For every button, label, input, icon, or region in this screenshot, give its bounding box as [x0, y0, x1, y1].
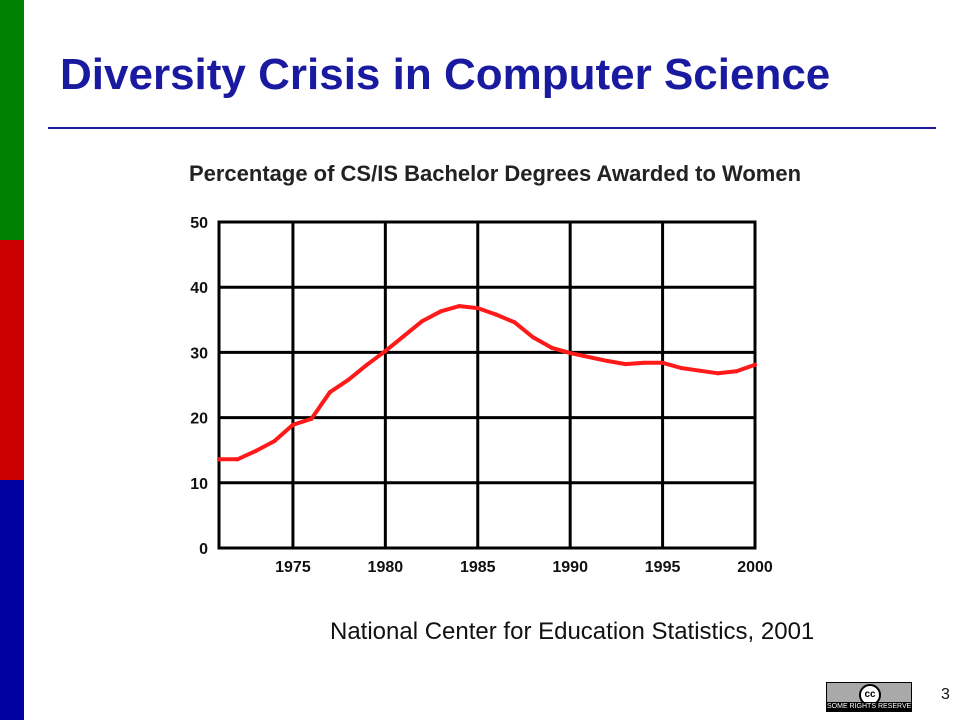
data-point-1999	[734, 369, 739, 374]
data-point-1994	[642, 360, 647, 365]
data-point-1988	[531, 335, 536, 340]
x-tick-label-2000: 2000	[737, 559, 773, 576]
sidebar-stripe-red	[0, 240, 24, 480]
x-tick-label-1990: 1990	[552, 559, 588, 576]
page-number: 3	[941, 686, 950, 703]
title-divider	[48, 127, 936, 129]
x-tick-label-1980: 1980	[368, 559, 404, 576]
cc-license-badge[interactable]: cc SOME RIGHTS RESERVED	[826, 682, 912, 712]
data-point-1995	[660, 360, 665, 365]
chart-title: Percentage of CS/IS Bachelor Degrees Awa…	[188, 161, 802, 186]
data-point-2000	[753, 362, 757, 367]
data-point-1998	[716, 371, 721, 376]
data-point-1975	[290, 422, 295, 427]
data-point-1993	[623, 362, 628, 367]
y-tick-label-50: 50	[190, 215, 208, 232]
y-tick-label-10: 10	[190, 476, 208, 493]
data-point-1971	[217, 457, 221, 462]
source-citation: National Center for Education Statistics…	[330, 618, 815, 645]
x-tick-label-1985: 1985	[460, 559, 496, 576]
plot-frame	[217, 220, 757, 550]
data-point-1997	[697, 368, 702, 373]
data-point-1982	[420, 319, 425, 324]
data-point-1992	[605, 358, 610, 363]
data-point-1973	[253, 448, 258, 453]
series-line-0	[217, 304, 757, 462]
data-point-1990	[568, 351, 573, 356]
data-point-1977	[327, 390, 332, 395]
data-point-1996	[679, 366, 684, 371]
x-tick-label-1975: 1975	[275, 559, 311, 576]
data-point-1976	[309, 416, 314, 421]
y-tick-label-40: 40	[190, 280, 208, 297]
data-point-1984	[457, 304, 462, 309]
data-point-1972	[235, 457, 240, 462]
data-point-1989	[549, 345, 554, 350]
data-point-1981	[401, 334, 406, 339]
y-tick-label-20: 20	[190, 411, 208, 428]
sidebar-stripe-green	[0, 0, 24, 240]
data-point-1978	[346, 377, 351, 382]
slide-title: Diversity Crisis in Computer Science	[60, 50, 831, 99]
y-tick-label-0: 0	[199, 541, 208, 558]
data-point-1987	[512, 320, 517, 325]
data-point-1983	[438, 309, 443, 314]
y-tick-label-30: 30	[190, 345, 208, 362]
data-point-1991	[586, 354, 591, 359]
x-tick-label-1995: 1995	[645, 559, 681, 576]
cc-license-text: SOME RIGHTS RESERVED	[827, 702, 911, 711]
data-point-1985	[475, 306, 480, 311]
sidebar-stripe-blue	[0, 480, 24, 720]
data-point-1979	[364, 362, 369, 367]
data-point-1974	[272, 439, 277, 444]
data-point-1986	[494, 312, 499, 317]
data-point-1980	[383, 349, 388, 354]
